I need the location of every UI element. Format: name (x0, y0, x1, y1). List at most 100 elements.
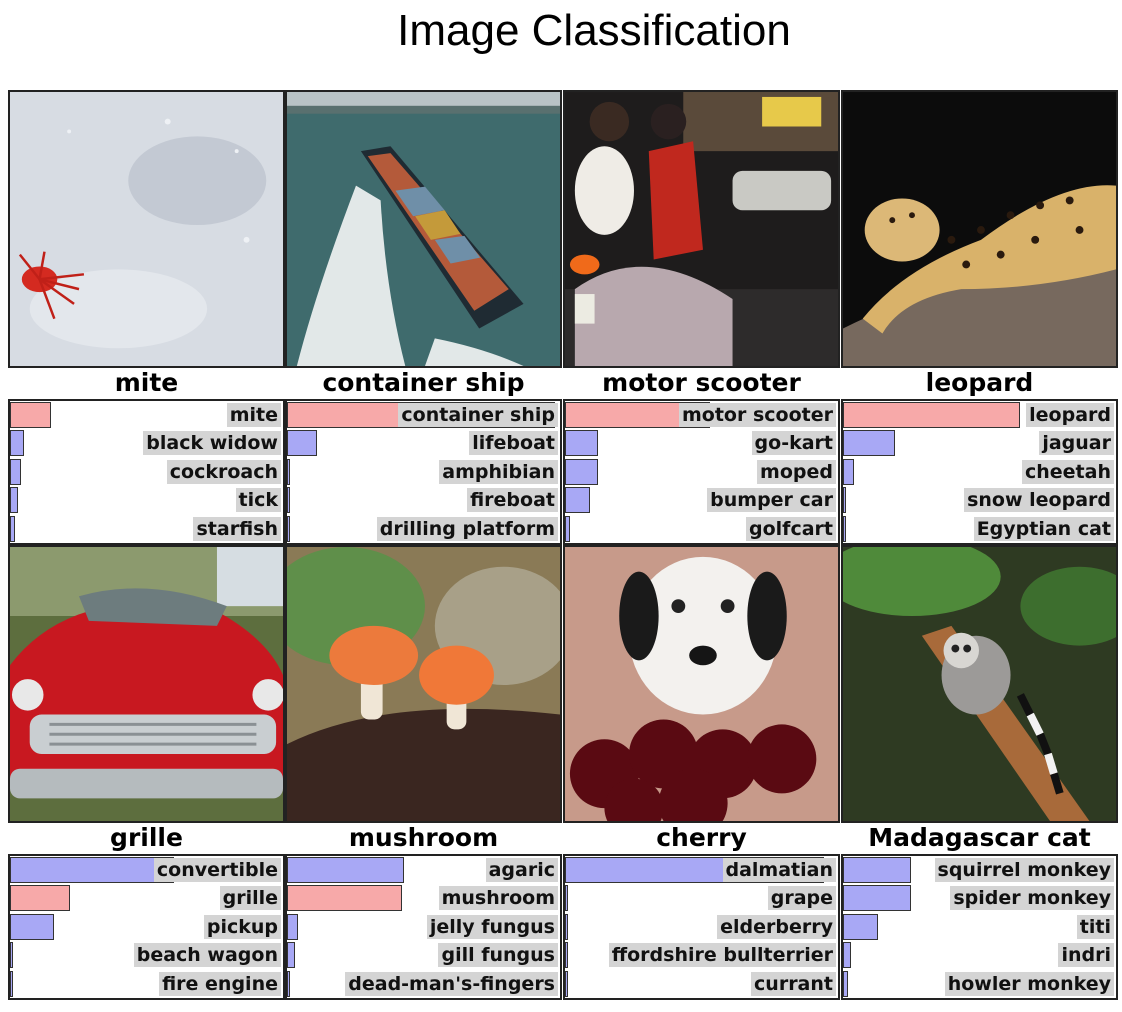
prediction-label: golfcart (746, 517, 836, 541)
prediction-bar (843, 857, 911, 883)
prediction-bar (565, 487, 590, 513)
prediction-bar (287, 914, 298, 940)
prediction-bar (287, 487, 290, 513)
panel-photo (841, 545, 1118, 823)
prediction-bar (565, 971, 568, 997)
prediction-label: black widow (143, 431, 281, 455)
prediction-label: pickup (203, 915, 281, 939)
panel-mushroom: mushroom agaric mushroom jelly fungus gi… (285, 545, 562, 1000)
prediction-label: starfish (193, 517, 281, 541)
prediction-label: grille (219, 886, 281, 910)
panel-container-ship: container ship container ship lifeboat a… (285, 90, 562, 545)
prediction-label: agaric (485, 858, 558, 882)
panel-cherry: cherry dalmatian grape elderberry ffords… (563, 545, 840, 1000)
ground-truth-label: cherry (656, 823, 747, 852)
panel-motor-scooter: motor scooter motor scooter go-kart mope… (563, 90, 840, 545)
predictions-box: motor scooter go-kart moped bumper car g… (563, 399, 840, 545)
prediction-label: snow leopard (964, 488, 1114, 512)
panel-photo (563, 545, 840, 823)
prediction-label: tick (235, 488, 281, 512)
prediction-bar (565, 516, 570, 542)
prediction-label: fire engine (159, 972, 281, 996)
prediction-label: currant (751, 972, 836, 996)
prediction-label: spider monkey (950, 886, 1114, 910)
prediction-label: Egyptian cat (973, 517, 1114, 541)
cherry-photo (565, 547, 838, 821)
predictions-box: dalmatian grape elderberry ffordshire bu… (563, 854, 840, 1000)
panel-photo (563, 90, 840, 368)
prediction-bar (10, 430, 24, 456)
prediction-bar (10, 914, 54, 940)
prediction-bar (843, 430, 895, 456)
prediction-label: jelly fungus (426, 915, 558, 939)
prediction-label: grape (767, 886, 836, 910)
panel-photo (285, 545, 562, 823)
prediction-label: indri (1058, 943, 1114, 967)
panel-photo (285, 90, 562, 368)
prediction-label: amphibian (439, 460, 558, 484)
ground-truth-label: Madagascar cat (868, 823, 1091, 852)
prediction-label: dalmatian (722, 858, 836, 882)
prediction-bar (10, 402, 51, 428)
prediction-bar (287, 430, 317, 456)
prediction-bar (565, 885, 568, 911)
predictions-box: container ship lifeboat amphibian firebo… (285, 399, 562, 545)
prediction-bar (843, 459, 854, 485)
prediction-bar (10, 516, 15, 542)
grille-photo (10, 547, 283, 821)
prediction-bar (565, 914, 568, 940)
prediction-bar (10, 885, 70, 911)
prediction-bar (287, 971, 290, 997)
panel-madagascar-cat: Madagascar cat squirrel monkey spider mo… (841, 545, 1118, 1000)
prediction-label: drilling platform (376, 517, 558, 541)
predictions-box: squirrel monkey spider monkey titi indri… (841, 854, 1118, 1000)
prediction-label: ffordshire bullterrier (608, 943, 836, 967)
prediction-label: dead-man's-fingers (345, 972, 558, 996)
prediction-bar (10, 459, 21, 485)
prediction-label: gill fungus (438, 943, 558, 967)
mushroom-photo (287, 547, 560, 821)
prediction-label: leopard (1026, 403, 1114, 427)
prediction-bar (565, 459, 598, 485)
prediction-label: go-kart (751, 431, 836, 455)
ground-truth-label: mushroom (348, 823, 499, 852)
predictions-box: leopard jaguar cheetah snow leopard Egyp… (841, 399, 1118, 545)
prediction-bar (843, 487, 846, 513)
prediction-label: container ship (398, 403, 558, 427)
prediction-label: convertible (153, 858, 281, 882)
prediction-label: lifeboat (469, 431, 558, 455)
panel-leopard: leopard leopard jaguar cheetah snow leop… (841, 90, 1118, 545)
ground-truth-label: motor scooter (602, 368, 801, 397)
panel-grille: grille convertible grille pickup beach w… (8, 545, 285, 1000)
prediction-label: howler monkey (944, 972, 1114, 996)
container-ship-photo (287, 92, 560, 366)
predictions-box: agaric mushroom jelly fungus gill fungus… (285, 854, 562, 1000)
prediction-bar (287, 885, 402, 911)
prediction-bar (10, 942, 13, 968)
prediction-bar (287, 942, 295, 968)
classification-grid: mite mite black widow cockroach tick sta… (8, 90, 1118, 1000)
prediction-bar (10, 487, 18, 513)
prediction-label: jaguar (1039, 431, 1114, 455)
ground-truth-label: leopard (925, 368, 1034, 397)
prediction-bar (565, 942, 568, 968)
prediction-bar (843, 402, 1020, 428)
prediction-label: cockroach (166, 460, 281, 484)
prediction-bar (287, 516, 290, 542)
prediction-label: beach wagon (133, 943, 281, 967)
ground-truth-label: container ship (322, 368, 525, 397)
panel-photo (8, 90, 285, 368)
page-title: Image Classification (397, 6, 791, 55)
prediction-bar (843, 942, 851, 968)
panel-photo (841, 90, 1118, 368)
prediction-label: motor scooter (679, 403, 836, 427)
motor-scooter-photo (565, 92, 838, 366)
prediction-label: mushroom (438, 886, 558, 910)
prediction-label: titi (1076, 915, 1114, 939)
prediction-bar (843, 516, 846, 542)
prediction-bar (10, 857, 174, 883)
prediction-bar (843, 885, 911, 911)
prediction-label: cheetah (1022, 460, 1114, 484)
prediction-bar (10, 971, 13, 997)
panel-mite: mite mite black widow cockroach tick sta… (8, 90, 285, 545)
